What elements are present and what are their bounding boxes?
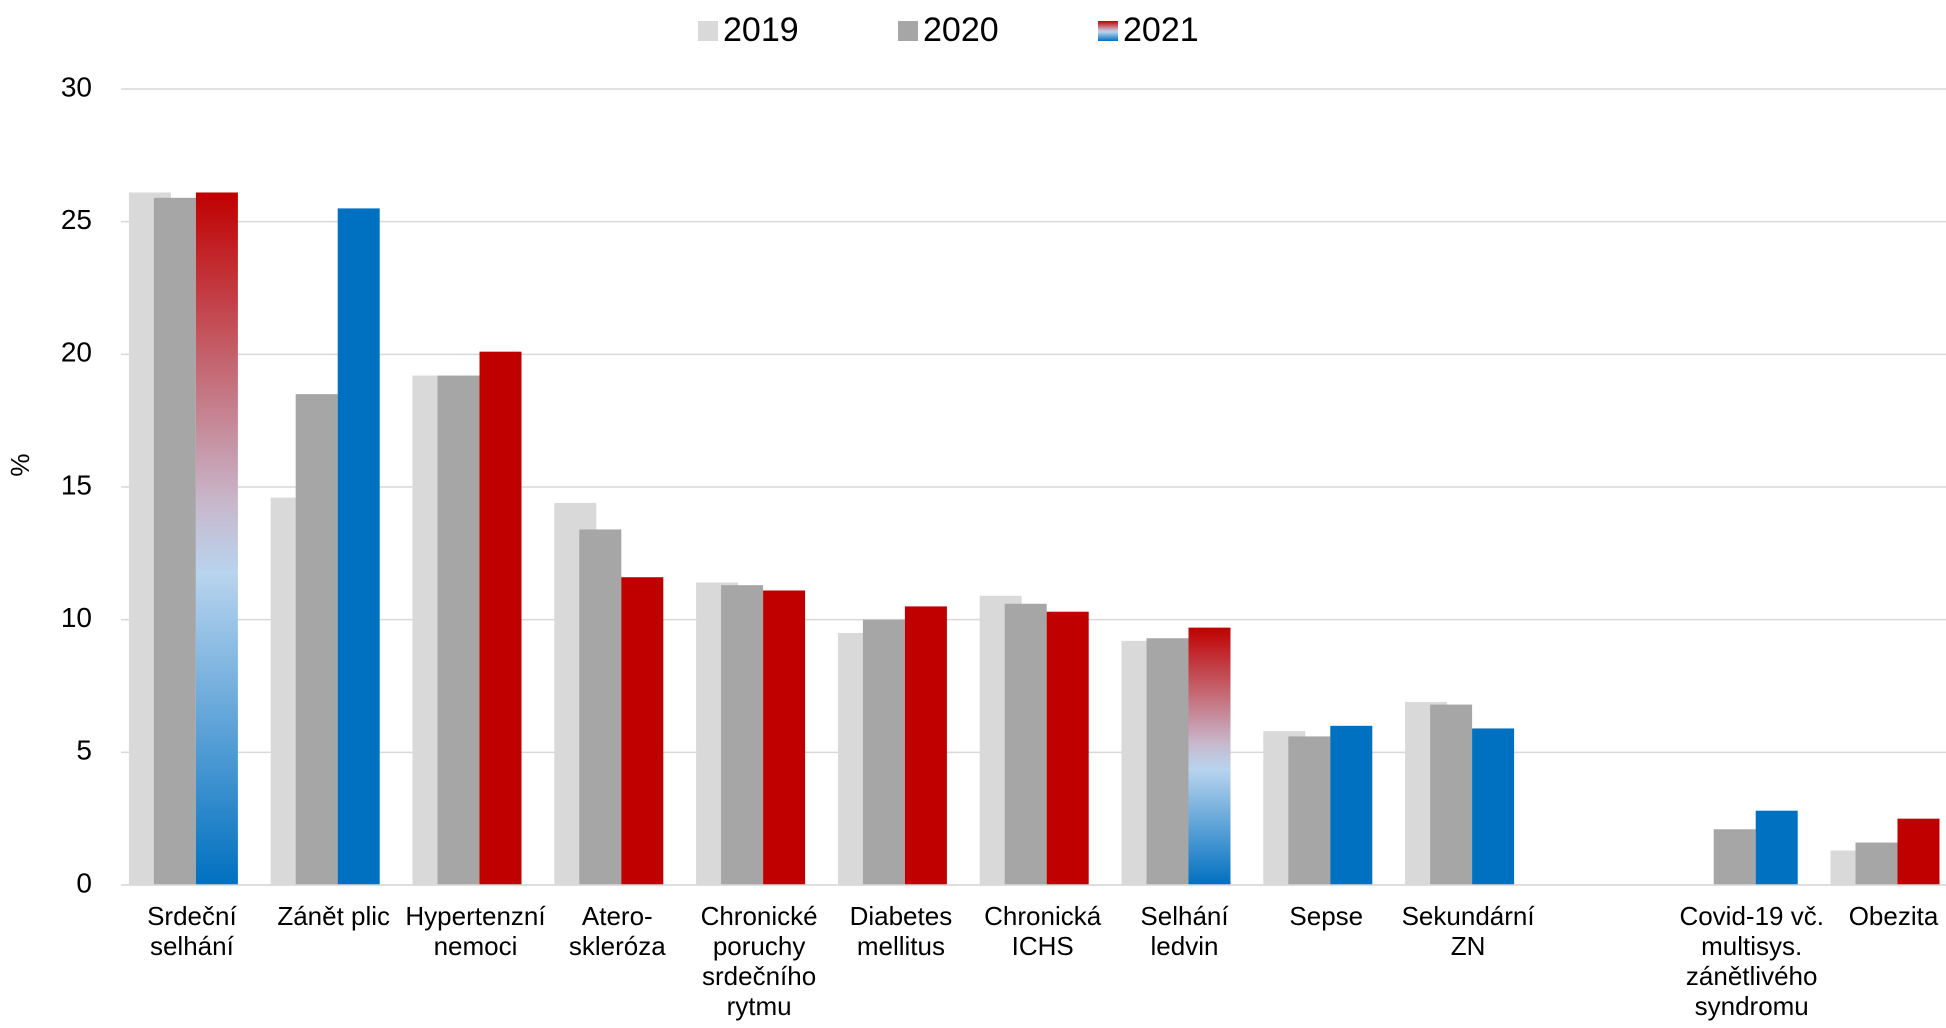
legend-label: 2020 — [923, 11, 999, 49]
x-tick-label: Srdeční — [147, 901, 237, 931]
x-tick-label: ICHS — [1012, 931, 1074, 961]
x-tick-label: srdečního — [702, 961, 816, 991]
bar — [1855, 842, 1898, 885]
x-tick-label: multisys. — [1701, 931, 1802, 961]
bar — [337, 208, 380, 885]
bar — [1713, 829, 1756, 885]
x-tick-label: Selhání — [1140, 901, 1229, 931]
legend-swatch — [1098, 21, 1118, 41]
bar — [1188, 627, 1231, 885]
bar — [621, 577, 664, 885]
x-tick-label: ZN — [1451, 931, 1486, 961]
legend-swatch — [898, 21, 918, 41]
y-tick-label: 10 — [61, 602, 92, 633]
x-tick-label: ledvin — [1151, 931, 1219, 961]
x-tick-label: Sepse — [1289, 901, 1363, 931]
x-tick-label: Atero- — [582, 901, 653, 931]
x-tick-label: selhání — [150, 931, 235, 961]
bar — [479, 351, 522, 885]
x-tick-label: Covid-19 vč. — [1679, 901, 1824, 931]
x-tick-label: syndromu — [1695, 991, 1809, 1021]
y-tick-label: 15 — [61, 469, 92, 500]
y-tick-label: 30 — [61, 71, 92, 102]
bar — [1755, 810, 1798, 885]
x-tick-label: Hypertenzní — [405, 901, 546, 931]
bar — [1330, 725, 1373, 885]
bar — [195, 192, 238, 886]
bar — [153, 197, 196, 885]
x-tick-label: zánětlivého — [1686, 961, 1818, 991]
x-tick-label: Sekundární — [1402, 901, 1536, 931]
x-tick-label: Obezita — [1849, 901, 1939, 931]
bar — [904, 606, 947, 885]
bar — [721, 585, 764, 885]
y-tick-label: 0 — [76, 867, 92, 898]
bar — [1146, 638, 1189, 885]
x-tick-label: Chronická — [984, 901, 1102, 931]
legend-label: 2021 — [1123, 11, 1199, 49]
x-tick-label: Zánět plic — [277, 901, 390, 931]
bar — [1897, 818, 1940, 885]
bar — [1288, 736, 1331, 885]
y-tick-label: 20 — [61, 337, 92, 368]
bar — [1046, 611, 1089, 885]
bar — [295, 394, 338, 885]
y-tick-label: 5 — [76, 735, 92, 766]
x-tick-label: rytmu — [727, 991, 792, 1021]
x-tick-label: poruchy — [713, 931, 806, 961]
legend-label: 2019 — [723, 11, 799, 49]
bar — [1430, 704, 1473, 885]
x-tick-label: mellitus — [857, 931, 945, 961]
bar — [579, 529, 622, 885]
bar — [1004, 603, 1047, 885]
bar — [763, 590, 806, 885]
legend-swatch — [698, 21, 718, 41]
bar — [862, 619, 905, 885]
y-axis-label: % — [5, 453, 35, 476]
y-tick-label: 25 — [61, 204, 92, 235]
x-tick-label: Diabetes — [850, 901, 953, 931]
bar — [1472, 728, 1515, 885]
x-tick-label: nemoci — [434, 931, 518, 961]
bar — [437, 375, 480, 885]
x-tick-label: skleróza — [569, 931, 666, 961]
x-tick-label: Chronické — [701, 901, 818, 931]
